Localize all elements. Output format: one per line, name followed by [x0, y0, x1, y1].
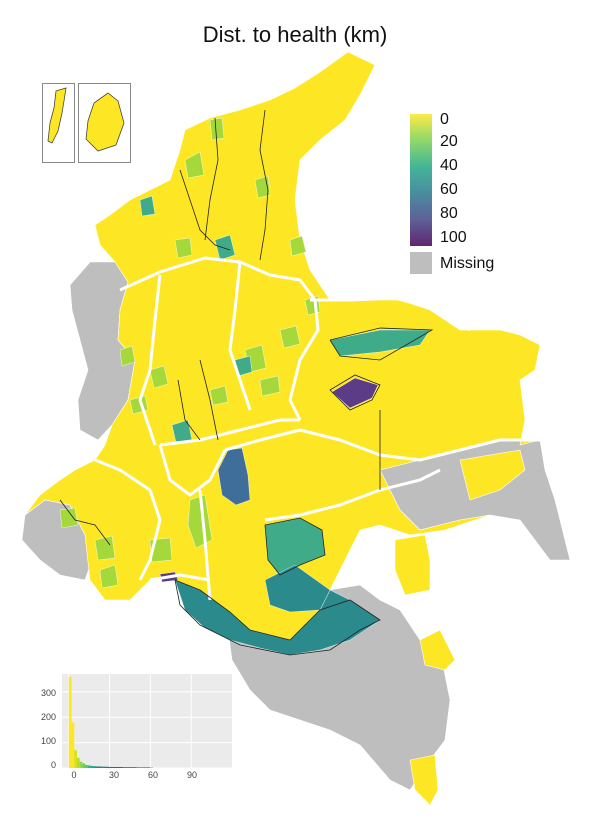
histogram-bar — [79, 761, 83, 768]
low-distance-regions — [24, 51, 541, 806]
histogram-bar — [76, 757, 80, 768]
legend-label-100: 100 — [440, 229, 467, 246]
san-andres-inset-frame — [42, 83, 75, 163]
histogram-panel — [62, 674, 232, 768]
x-tick-60: 60 — [148, 770, 158, 780]
histogram-bar — [82, 763, 86, 768]
map-title: Dist. to health (km) — [202, 22, 388, 47]
histogram-bar — [136, 767, 151, 768]
histogram-bar — [123, 767, 137, 768]
legend-missing-swatch — [410, 252, 432, 274]
legend-label-missing: Missing — [440, 255, 495, 272]
internal-borders — [59, 109, 434, 656]
histogram-bar — [85, 764, 88, 768]
x-tick-30: 30 — [109, 770, 119, 780]
histogram-bar — [87, 765, 91, 768]
providencia-inset-frame — [78, 83, 131, 163]
y-tick-100: 100 — [41, 736, 56, 746]
distance-histogram: 300 200 100 0 0 30 60 90 — [41, 674, 232, 780]
y-tick-300: 300 — [41, 688, 56, 698]
histogram-bars — [68, 676, 154, 768]
x-tick-90: 90 — [187, 770, 197, 780]
legend-label-0: 0 — [440, 111, 449, 128]
providencia-island — [85, 92, 125, 152]
histogram-bar — [102, 766, 110, 768]
san-andres-island — [47, 87, 67, 144]
histogram-bar — [96, 766, 103, 768]
blue-region — [217, 447, 251, 506]
legend-label-60: 60 — [440, 181, 458, 198]
y-tick-200: 200 — [41, 712, 56, 722]
histogram-bar — [71, 722, 75, 768]
y-tick-0: 0 — [51, 760, 56, 770]
histogram-bar — [93, 766, 96, 768]
extreme-distance-regions — [159, 377, 379, 583]
x-tick-0: 0 — [71, 770, 76, 780]
histogram-gridlines — [62, 674, 232, 769]
histogram-bar — [74, 750, 77, 768]
legend-gradient — [410, 114, 432, 246]
legend-label-40: 40 — [440, 157, 458, 174]
histogram-bar — [68, 676, 72, 768]
histogram-bar — [109, 766, 124, 768]
legend-label-20: 20 — [440, 133, 458, 150]
histogram-bar — [90, 765, 94, 768]
legend-label-80: 80 — [440, 205, 458, 222]
islands-inset — [42, 83, 131, 163]
